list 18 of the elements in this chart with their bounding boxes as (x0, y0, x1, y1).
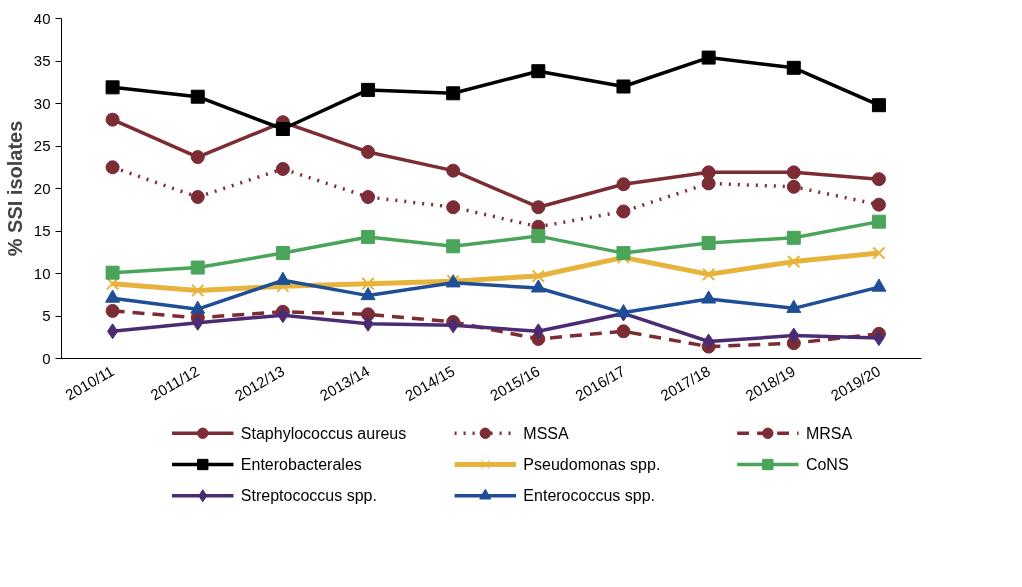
legend-label: MSSA (523, 424, 570, 442)
y-tick-label: 25 (33, 137, 51, 154)
legend-label: Staphylococcus aureus (240, 424, 407, 442)
y-tick-label: 20 (33, 179, 51, 197)
y-axis-title: % SSI isolates (3, 120, 26, 257)
legend-label: Streptococcus spp. (240, 487, 377, 505)
legend-label: CoNS (805, 456, 849, 473)
y-tick-label: 0 (42, 349, 51, 367)
y-tick-label: 10 (33, 264, 51, 282)
legend-label: Enterococcus spp. (523, 487, 655, 505)
legend-label: Enterobacterales (240, 456, 362, 473)
y-tick-label: 30 (33, 94, 51, 112)
legend-label: Pseudomonas spp. (523, 456, 661, 473)
y-tick-label: 5 (42, 307, 51, 324)
y-tick-label: 35 (33, 52, 51, 69)
legend-label: MRSA (805, 424, 853, 442)
y-tick-label: 15 (33, 222, 51, 239)
y-tick-label: 40 (33, 9, 51, 27)
